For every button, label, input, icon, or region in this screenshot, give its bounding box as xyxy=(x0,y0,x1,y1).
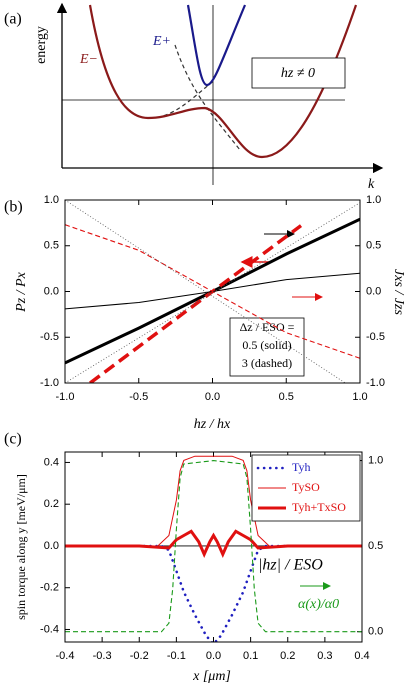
y-axis-label: energy xyxy=(34,26,49,64)
curve-label: E− xyxy=(79,52,98,67)
bare-band xyxy=(149,79,216,119)
x-tick-label: 0.0 xyxy=(206,650,221,662)
annotation: |hz| / ESO xyxy=(258,557,323,574)
y-tick-label: -1.0 xyxy=(40,377,59,389)
y-tick-label: 0.5 xyxy=(44,240,59,252)
x-axis-label: hz / hx xyxy=(194,417,231,432)
y-tick-label: -0.4 xyxy=(40,623,59,635)
y2-tick-label: 0.5 xyxy=(368,540,383,552)
x-tick-label: -0.4 xyxy=(56,650,75,662)
y2-tick-label: 0.0 xyxy=(368,626,383,638)
y-tick-label: -0.2 xyxy=(40,582,59,594)
annotation: 3 (dashed) xyxy=(242,356,292,370)
y-tick-label: -0.5 xyxy=(40,331,59,343)
series-line xyxy=(65,202,360,383)
x-tick-label: 0.3 xyxy=(317,650,332,662)
legend-label: TySO xyxy=(292,480,320,494)
y2-tick-label: 0.5 xyxy=(366,240,381,252)
plot-frame xyxy=(64,451,363,643)
e-plus-curve xyxy=(186,4,247,87)
y-tick-label: 0.0 xyxy=(44,285,59,297)
annotation-box xyxy=(229,317,305,377)
y2-tick-label: -0.5 xyxy=(366,331,385,343)
y2-tick-label: 0.0 xyxy=(366,285,381,297)
x-tick-label: 0.5 xyxy=(279,391,294,403)
panel-a: (a) energy k E+ E− hz ≠ 0 xyxy=(4,2,384,192)
plot: -1.0 -0.5 0.0 0.5 1.0 -1.0 -0.5 0.0 0.5 1.0 -1.0 -0… xyxy=(40,194,385,403)
y2-tick-label: -1.0 xyxy=(366,377,385,389)
y-axis-label: Pz / Px xyxy=(14,271,29,312)
x-tick-label: 0.4 xyxy=(354,650,369,662)
y-tick-label: 1.0 xyxy=(44,194,59,206)
legend-label: Tyh xyxy=(292,460,311,474)
x-tick-label: -0.2 xyxy=(130,650,149,662)
panel-b: (b) Pz / Px Jxs / Jzs hz / hx Δz / ESO =… xyxy=(4,199,406,433)
annotation: hz ≠ 0 xyxy=(281,66,315,81)
series-line xyxy=(65,455,362,547)
x-tick-label: -1.0 xyxy=(56,391,75,403)
y-tick-label: 0.0 xyxy=(44,540,59,552)
plot: -0.4 -0.3 -0.2 -0.1 0.0 0.1 0.2 0.3 0.4 -0.4 -0.2 0… xyxy=(40,451,383,662)
y-tick-label: 0.2 xyxy=(44,498,59,510)
annotation-box xyxy=(251,57,346,89)
annotation: 0.5 (solid) xyxy=(242,338,291,352)
y-axis-label: spin torque along y [meV/μm] xyxy=(14,474,28,620)
x-tick-label: -0.3 xyxy=(93,650,112,662)
curve-label: E+ xyxy=(152,34,171,49)
e-minus-curve xyxy=(88,4,358,159)
x-axis-label: k xyxy=(368,177,375,192)
x-tick-label: -0.5 xyxy=(129,391,148,403)
y2-tick-label: 1.0 xyxy=(366,194,381,206)
legend-label: Tyh+TxSO xyxy=(292,500,346,514)
x-axis-label: x [μm] xyxy=(192,669,231,684)
x-tick-label: 0.1 xyxy=(243,650,258,662)
plot-frame xyxy=(64,199,361,384)
x-tick-label: -0.1 xyxy=(167,650,186,662)
series-line xyxy=(65,224,360,359)
legend: Tyh TySO Tyh+TxSO xyxy=(251,454,361,522)
series-line xyxy=(65,460,362,633)
x-tick-label: 0.2 xyxy=(280,650,295,662)
panel-label: (b) xyxy=(4,199,23,216)
annotation: α(x)/α0 xyxy=(298,597,339,612)
y-tick-label: 0.4 xyxy=(44,456,59,468)
bare-band xyxy=(174,44,241,151)
x-tick-label: 1.0 xyxy=(352,391,367,403)
y2-tick-label: 1.0 xyxy=(368,454,383,466)
panel-c: (c) spin torque along y [meV/μm] x [μm] … xyxy=(4,431,339,685)
panel-label: (a) xyxy=(4,11,22,28)
panel-label: (c) xyxy=(4,431,22,448)
x-tick-label: 0.0 xyxy=(205,391,220,403)
y2-axis-label: Jxs / Jzs xyxy=(391,269,406,315)
series-line xyxy=(65,529,362,558)
